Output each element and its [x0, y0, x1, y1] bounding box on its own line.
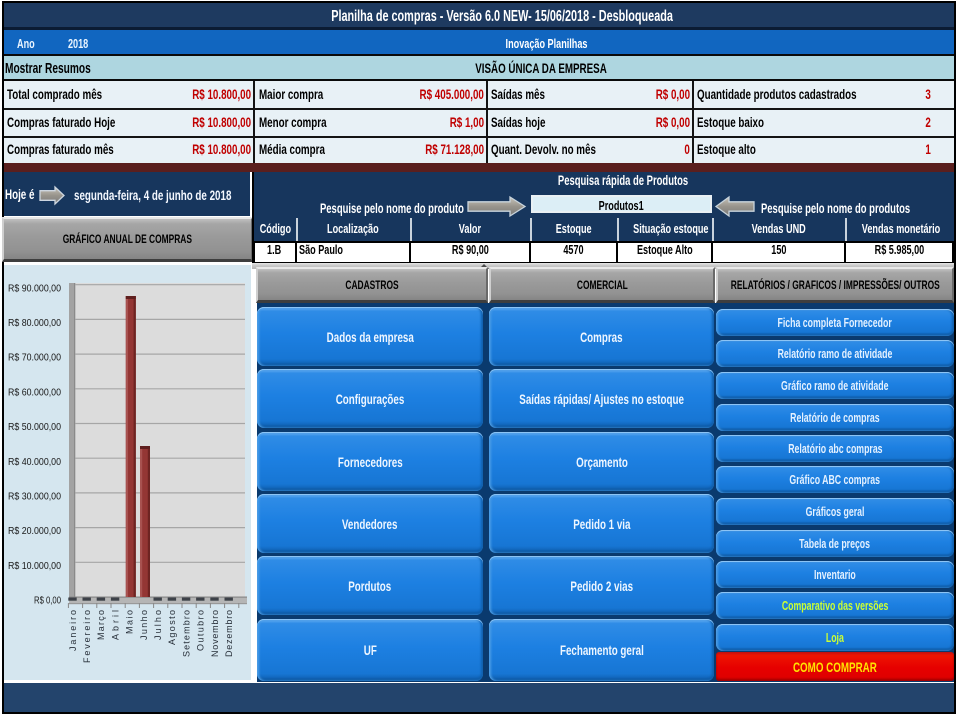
svg-text:Maio: Maio [125, 610, 135, 634]
svg-text:R$ 30.000,00: R$ 30.000,00 [8, 492, 61, 503]
svg-text:Dezembro: Dezembro [224, 610, 234, 657]
svg-text:R$ 40.000,00: R$ 40.000,00 [8, 457, 61, 468]
svg-text:R$ 50.000,00: R$ 50.000,00 [8, 422, 61, 433]
svg-text:Junho: Junho [139, 610, 149, 640]
svg-text:Julho: Julho [153, 610, 163, 640]
svg-text:R$ 0,00: R$ 0,00 [34, 596, 61, 607]
svg-text:R$ 80.000,00: R$ 80.000,00 [8, 318, 61, 329]
svg-text:R$ 20.000,00: R$ 20.000,00 [8, 526, 61, 537]
svg-text:Janeiro: Janeiro [68, 610, 78, 651]
svg-text:Novembro: Novembro [210, 610, 220, 657]
svg-text:Agosto: Agosto [167, 610, 177, 645]
svg-text:R$ 70.000,00: R$ 70.000,00 [8, 353, 61, 364]
svg-text:Setembro: Setembro [181, 610, 191, 657]
svg-text:R$ 10.000,00: R$ 10.000,00 [8, 561, 61, 572]
svg-text:Março: Março [96, 610, 106, 640]
svg-text:R$ 60.000,00: R$ 60.000,00 [8, 387, 61, 398]
svg-text:R$ 90.000,00: R$ 90.000,00 [8, 283, 61, 294]
svg-text:Outubro: Outubro [196, 610, 206, 651]
